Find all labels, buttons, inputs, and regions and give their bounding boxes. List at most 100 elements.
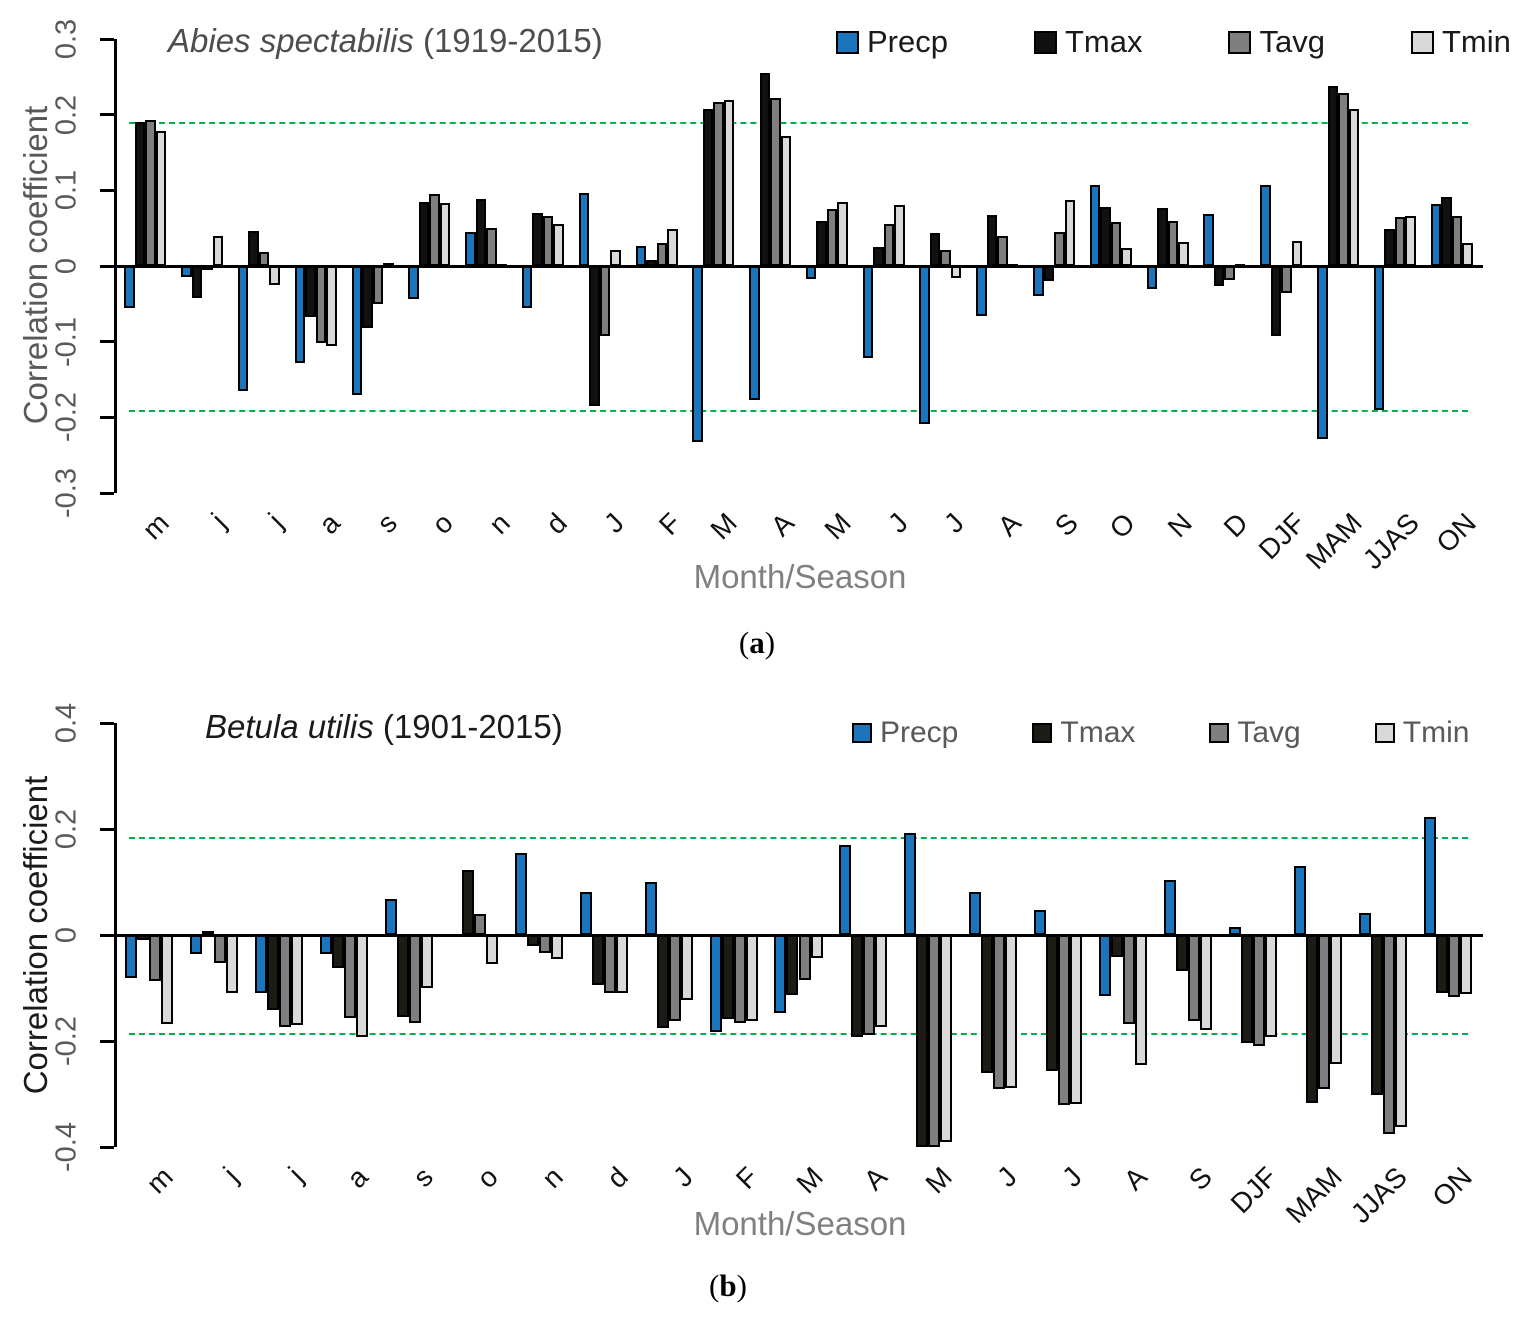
x-axis-label-n: n: [483, 507, 517, 540]
y-axis-tick-label: 0: [50, 257, 83, 275]
legend-item-tavg: Tavg: [1209, 716, 1301, 750]
x-axis-label-A: A: [764, 507, 801, 543]
bar-tavg-J: [1058, 935, 1071, 1106]
bar-tmax-d: [591, 935, 604, 986]
y-axis-tick: [100, 721, 114, 725]
bar-tmin-M: [940, 935, 953, 1142]
significance-threshold-line: [129, 1033, 1468, 1036]
bar-tmin-J: [894, 204, 905, 266]
x-axis-label-s: s: [370, 507, 403, 539]
y-axis-tick: [100, 264, 114, 268]
bar-tmax-M: [702, 109, 714, 266]
legend-item-tavg: Tavg: [1228, 24, 1325, 60]
x-axis-label-j: j: [262, 507, 289, 534]
legend-item-precp: Precp: [852, 716, 958, 750]
bar-tmax-o: [461, 870, 474, 935]
bar-tmin-d: [553, 224, 564, 266]
bar-tavg-J: [599, 266, 611, 337]
bar-tmin-S: [1199, 935, 1212, 1031]
bar-tmax-ON: [1441, 197, 1452, 266]
bar-tmin-a: [356, 935, 369, 1037]
bar-tmax-A: [1111, 935, 1124, 957]
y-axis-tick: [100, 188, 114, 192]
x-axis-label-n: n: [535, 1161, 569, 1194]
bar-tmin-n: [550, 935, 563, 960]
panel-b-title: Betula utilis (1901-2015): [205, 708, 563, 746]
bar-tavg-M: [928, 935, 941, 1147]
bar-tmax-JJAS: [1384, 228, 1395, 266]
x-axis-baseline: [114, 933, 1483, 937]
bar-precp-S: [1163, 879, 1176, 935]
bar-precp-s: [351, 266, 363, 395]
legend-swatch-tmax: [1033, 30, 1057, 54]
bar-tmin-M: [723, 100, 735, 266]
significance-threshold-line: [129, 409, 1468, 412]
bar-tmax-J: [873, 247, 884, 266]
bar-precp-DJF: [1260, 185, 1271, 266]
bar-tmin-j: [212, 235, 224, 266]
x-axis-label-s: s: [407, 1161, 439, 1193]
x-axis-label-a: a: [341, 1161, 375, 1194]
bar-tmin-J: [1070, 935, 1083, 1104]
bar-tmax-m: [134, 122, 146, 266]
bar-tmin-ON: [1462, 242, 1473, 266]
y-axis-tick: [100, 1145, 114, 1149]
bar-tmax-A: [986, 214, 998, 266]
bar-precp-J: [578, 193, 590, 266]
bar-precp-d: [521, 266, 533, 309]
bar-tmax-J: [1046, 935, 1059, 1072]
bar-tmin-s: [421, 935, 434, 988]
bar-tmax-J: [929, 232, 941, 266]
legend-label-tavg: Tavg: [1259, 24, 1325, 59]
bar-tavg-a: [344, 935, 357, 1018]
bar-precp-A: [839, 845, 852, 935]
x-axis-label-m: m: [136, 507, 176, 546]
bar-tmax-j: [191, 266, 203, 298]
x-axis-label-JJAS: JJAS: [1356, 507, 1425, 576]
legend-label-tmin: Tmin: [1402, 716, 1470, 749]
bar-tmin-J: [1005, 935, 1018, 1088]
x-axis-label-ON: ON: [1429, 507, 1482, 559]
legend-label-tmin: Tmin: [1441, 24, 1511, 59]
x-axis-label-J: J: [1056, 1161, 1089, 1193]
bar-tmin-DJF: [1264, 935, 1277, 1038]
bar-tmin-o: [485, 935, 498, 964]
significance-threshold-line: [129, 122, 1468, 125]
y-axis-tick-label: -0.2: [50, 1016, 83, 1066]
y-axis-tick: [100, 340, 114, 344]
bar-tmax-MAM: [1305, 935, 1318, 1103]
bar-tavg-A: [863, 935, 876, 1035]
bar-tavg-J: [993, 935, 1006, 1089]
bar-precp-JJAS: [1373, 266, 1385, 410]
bar-tavg-A: [770, 98, 781, 266]
bar-tavg-MAM: [1338, 92, 1349, 266]
bar-tmax-j: [248, 231, 259, 266]
bar-tmax-M: [916, 935, 929, 1147]
x-axis-label-S: S: [1182, 1161, 1218, 1197]
bar-precp-O: [1089, 185, 1101, 266]
bar-tmin-O: [1121, 247, 1132, 266]
bar-tmin-S: [1064, 200, 1076, 266]
legend-item-tmax: Tmax: [1033, 24, 1142, 60]
legend-swatch-tavg: [1228, 30, 1252, 54]
bar-tmin-F: [667, 228, 678, 266]
legend-label-tmax: Tmax: [1060, 716, 1136, 749]
legend-item-tmax: Tmax: [1032, 716, 1135, 750]
legend-label-precp: Precp: [867, 24, 948, 59]
y-axis-tick: [100, 933, 114, 937]
bar-tavg-A: [997, 235, 1008, 266]
y-axis-tick: [100, 37, 114, 41]
bar-tmin-MAM: [1329, 935, 1342, 1064]
bar-tmax-s: [362, 266, 373, 329]
bar-tmin-A: [875, 935, 888, 1027]
x-axis-label-M: M: [818, 507, 857, 546]
y-axis-tick: [100, 827, 114, 831]
bar-precp-F: [709, 935, 722, 1032]
bar-tavg-A: [1123, 935, 1136, 1024]
x-axis-label-J: J: [881, 507, 914, 539]
bar-tavg-s: [372, 266, 384, 304]
legend-item-precp: Precp: [836, 24, 948, 60]
panel-a-caption: (a): [738, 625, 776, 660]
x-axis-label-F: F: [729, 1161, 764, 1196]
bar-tmin-M: [837, 202, 848, 266]
